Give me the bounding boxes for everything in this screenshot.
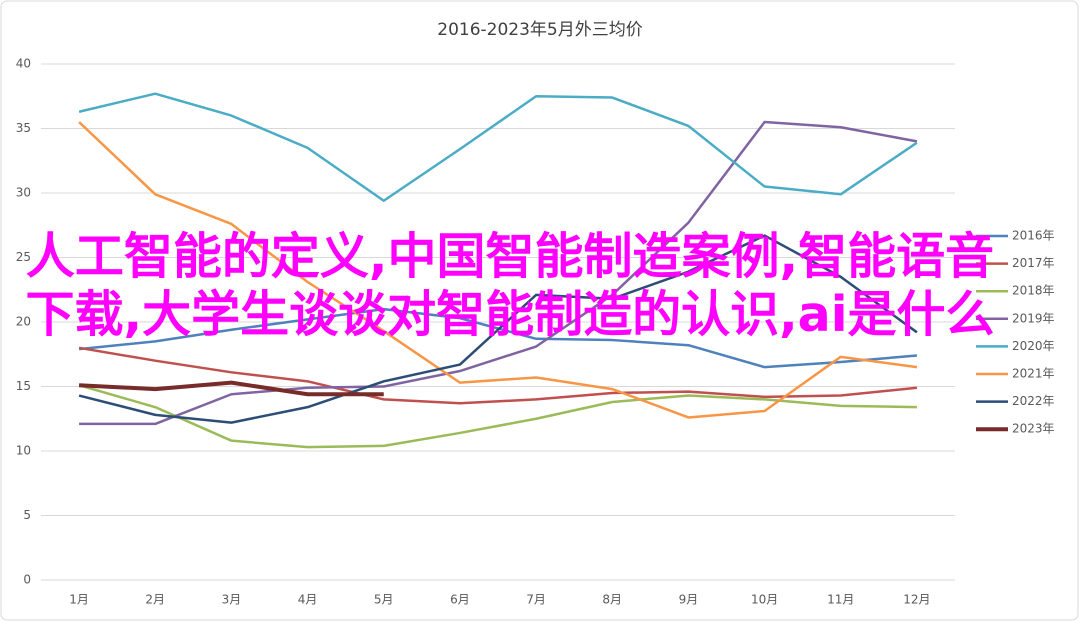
legend-label: 2019年	[1012, 311, 1055, 325]
series-line	[78, 234, 918, 424]
series-line	[79, 120, 918, 426]
x-tick-label: 2月	[145, 593, 165, 607]
legend-label: 2016年	[1012, 229, 1055, 243]
x-tick-label: 10月	[751, 593, 778, 607]
legend-label: 2020年	[1012, 339, 1055, 353]
legend-label: 2022年	[1012, 394, 1055, 408]
y-tick-label: 35	[16, 121, 31, 135]
legend-label: 2021年	[1012, 367, 1055, 381]
y-tick-label: 20	[16, 315, 31, 329]
series-line	[78, 92, 918, 202]
y-tick-label: 25	[16, 250, 31, 264]
overlay-text: 人工智能的定义,中国智能制造案例,智能语音下载,大学生谈谈对智能制造的认识,ai…	[25, 228, 995, 343]
x-tick-label: 11月	[827, 593, 854, 607]
legend-label: 2018年	[1012, 284, 1055, 298]
x-tick-label: 6月	[450, 593, 470, 607]
y-tick-label: 10	[16, 444, 31, 458]
x-tick-label: 4月	[298, 593, 318, 607]
y-tick-label: 30	[16, 186, 31, 200]
y-tick-label: 5	[23, 508, 31, 522]
legend-label: 2017年	[1012, 256, 1055, 270]
x-tick-label: 3月	[222, 593, 242, 607]
x-tick-label: 8月	[602, 593, 622, 607]
x-tick-label: 1月	[69, 593, 89, 607]
y-tick-label: 40	[16, 57, 31, 71]
y-tick-label: 15	[16, 379, 31, 393]
series-line	[78, 121, 918, 419]
x-tick-label: 7月	[526, 593, 546, 607]
x-tick-label: 5月	[374, 593, 394, 607]
x-tick-label: 12月	[903, 593, 930, 607]
y-tick-label: 0	[23, 573, 31, 587]
series-line	[78, 380, 384, 397]
legend-label: 2023年	[1012, 422, 1055, 436]
x-tick-label: 9月	[679, 593, 699, 607]
series-line	[78, 346, 918, 405]
chart-title: 2016-2023年5月外三均价	[437, 20, 642, 40]
